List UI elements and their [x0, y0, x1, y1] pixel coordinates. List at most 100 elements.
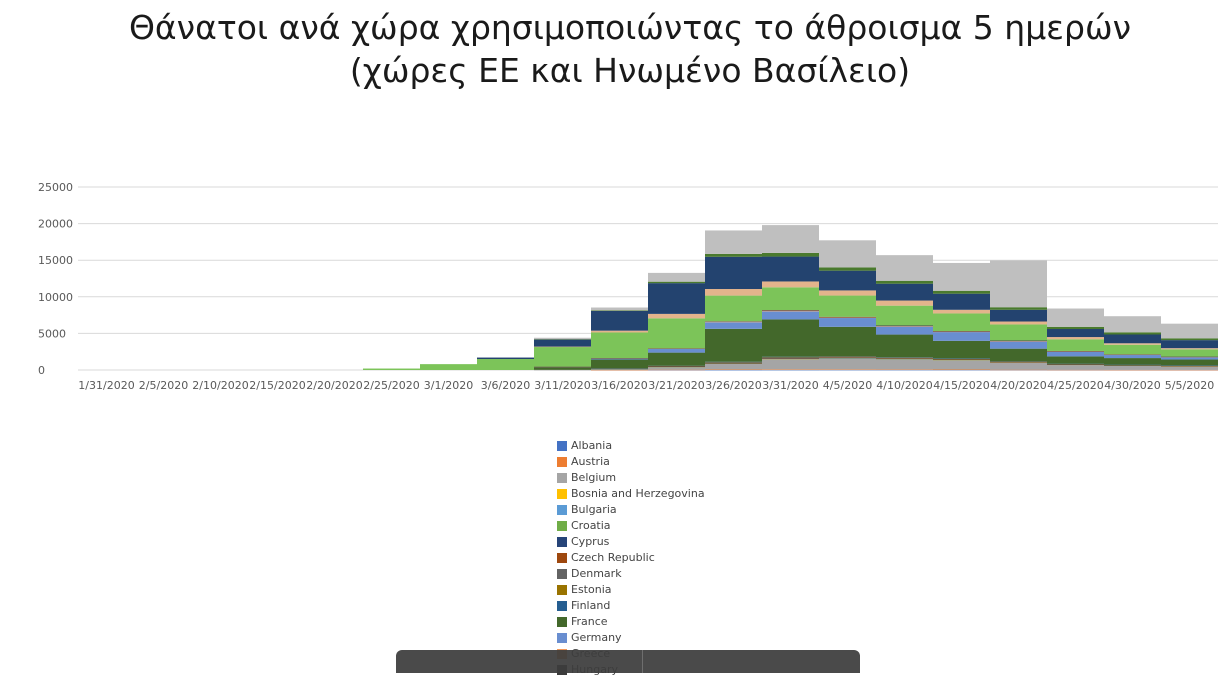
bar-segment — [534, 346, 591, 367]
bar-segment — [876, 326, 933, 327]
bar-segment — [933, 369, 990, 371]
bar-segment — [1161, 359, 1218, 366]
bar-segment — [819, 357, 876, 359]
slide-title-line-1: Θάνατοι ανά χώρα χρησιμοποιώντας το άθρο… — [128, 8, 1132, 47]
bar-segment — [1047, 356, 1104, 364]
legend-swatch — [557, 633, 567, 643]
bar-segment — [1161, 369, 1218, 371]
legend-item: France — [557, 614, 857, 630]
bar-segment — [933, 331, 990, 332]
x-tick-label: 2/15/2020 — [249, 379, 305, 392]
bar-segment — [705, 256, 762, 290]
bar-segment — [819, 358, 876, 370]
presentation-control-bar[interactable] — [396, 650, 860, 673]
bar-segment — [933, 309, 990, 314]
x-tick-label: 4/15/2020 — [933, 379, 989, 392]
bar-segment — [876, 369, 933, 370]
bar-segment — [762, 357, 819, 358]
bar-segment — [990, 307, 1047, 310]
legend-item: Czech Republic — [557, 550, 857, 566]
bar-segment — [762, 256, 819, 282]
bar-segment — [819, 357, 876, 358]
bar-segment — [648, 352, 705, 366]
bar-segment — [990, 340, 1047, 342]
bar-segment — [1104, 354, 1161, 355]
bar-segment — [990, 348, 1047, 362]
bar-segment — [990, 324, 1047, 341]
legend-swatch — [557, 585, 567, 595]
bar-segment — [762, 358, 819, 359]
y-tick-label: 20000 — [38, 218, 73, 231]
x-tick-label: 5/5/2020 — [1165, 379, 1214, 392]
bar-segment — [648, 366, 705, 370]
bar-segment — [1047, 329, 1104, 338]
bar-segment — [876, 325, 933, 327]
chart-legend: Albania Austria Belgium Bosnia and Herzegov… — [557, 438, 857, 678]
bar-segment — [819, 318, 876, 327]
bar-segment — [933, 293, 990, 310]
bar-segment — [876, 255, 933, 281]
bar-segment — [1104, 364, 1161, 366]
bar-segment — [591, 310, 648, 311]
bar-segment — [819, 290, 876, 296]
bar-segment — [591, 332, 648, 359]
bar-segment — [990, 341, 1047, 349]
bar-segment — [762, 359, 819, 370]
control-bar-divider — [642, 650, 643, 673]
x-tick-label: 3/21/2020 — [648, 379, 704, 392]
bar-segment — [762, 357, 819, 359]
bar-segment — [933, 262, 990, 291]
bar-segment — [1104, 369, 1161, 371]
bar-segment — [933, 331, 990, 333]
bar-segment — [648, 281, 705, 284]
x-tick-label: 4/25/2020 — [1047, 379, 1103, 392]
y-tick-label: 15000 — [38, 254, 73, 267]
bar-segment — [1047, 351, 1104, 352]
legend-swatch — [557, 537, 567, 547]
x-tick-label: 3/16/2020 — [591, 379, 647, 392]
bar-segment — [876, 369, 933, 371]
legend-item: Bosnia and Herzegovina — [557, 486, 857, 502]
bar-segment — [762, 310, 819, 312]
bar-segment — [648, 318, 705, 349]
x-tick-label: 4/10/2020 — [876, 379, 932, 392]
bar-segment — [591, 369, 648, 371]
y-tick-label: 5000 — [38, 327, 66, 340]
bar-segment — [1104, 316, 1161, 333]
chart-svg: 0 5000 10000 15000 20000 25000 1/31/2020 2/5/20… — [38, 181, 1218, 392]
legend-label: Austria — [571, 455, 610, 468]
bar-segment — [990, 321, 1047, 325]
x-tick-label: 3/31/2020 — [762, 379, 818, 392]
x-tick-label: 4/20/2020 — [990, 379, 1046, 392]
bar-segment — [819, 267, 876, 271]
bar-segment — [534, 339, 591, 347]
bar-segment — [990, 260, 1047, 308]
bar-segment — [876, 358, 933, 359]
bar-segment — [1104, 354, 1161, 356]
bar-segment — [477, 359, 534, 370]
bar-segment — [591, 358, 648, 360]
bar-segment — [819, 356, 876, 358]
legend-item: Austria — [557, 454, 857, 470]
bar-segment — [933, 313, 990, 332]
bar-segment — [876, 283, 933, 301]
bar-segment — [762, 310, 819, 311]
legend-swatch — [557, 521, 567, 531]
slide-title-line-2: (χώρες ΕΕ και Ηνωμένο Βασίλειο) — [349, 51, 911, 90]
bar-segment — [876, 305, 933, 326]
legend-label: Finland — [571, 599, 611, 612]
bar-segment — [933, 332, 990, 341]
x-tick-label: 2/5/2020 — [139, 379, 188, 392]
bar-segment — [990, 361, 1047, 363]
bar-segment — [762, 311, 819, 320]
legend-item: Belgium — [557, 470, 857, 486]
bar-segment — [705, 289, 762, 296]
bar-segment — [1104, 344, 1161, 355]
legend-swatch — [557, 505, 567, 515]
bar-segment — [705, 328, 762, 362]
legend-label: Bulgaria — [571, 503, 617, 516]
bar-segment — [1104, 358, 1161, 365]
bar-segment — [648, 283, 705, 314]
x-tick-label: 3/1/2020 — [424, 379, 473, 392]
bar-segment — [705, 321, 762, 322]
